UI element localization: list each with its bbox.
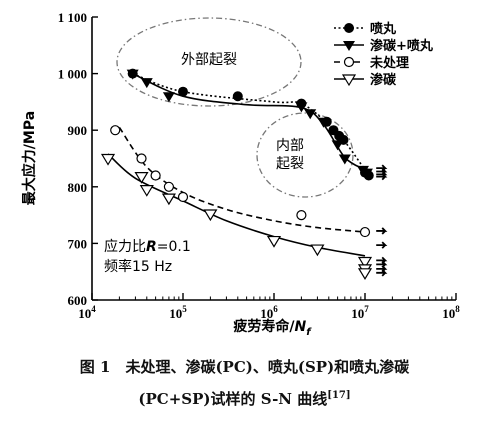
- inner-crack-ellipse: [256, 112, 354, 198]
- data-point-series-1: [317, 117, 330, 128]
- figure-caption-ref: [17]: [327, 390, 351, 401]
- data-point-series-2: [163, 181, 175, 192]
- data-point-series-2: [150, 170, 161, 181]
- data-point-series-3: [266, 235, 282, 248]
- data-point-series-3: [357, 256, 373, 269]
- runout-arrow-series-2: [376, 241, 388, 249]
- x-tick-label: 108: [442, 304, 460, 321]
- y-tick-label: 700: [68, 236, 88, 251]
- data-point-series-2: [110, 125, 121, 136]
- data-point-series-1: [162, 92, 175, 103]
- x-tick-label: 107: [351, 304, 369, 321]
- region-ellipses: [116, 17, 354, 198]
- data-point-series-1: [140, 78, 153, 89]
- x-tick-label: 104: [78, 304, 96, 321]
- legend-marker: [343, 56, 355, 68]
- legend-label: 渗碳+喷丸: [370, 38, 434, 54]
- data-point-series-1: [304, 109, 317, 120]
- data-point-series-1: [331, 140, 344, 151]
- data-point-series-1: [295, 102, 308, 113]
- y-tick-label: 1 000: [58, 67, 87, 82]
- legend-marker: [343, 41, 355, 51]
- figure-caption-line2: (PC+SP)试样的 S-N 曲线[17]: [0, 388, 489, 409]
- inner-crack-label-1: 内部: [276, 138, 304, 154]
- frequency-label: 频率15 Hz: [104, 258, 172, 275]
- data-point-series-3: [161, 193, 176, 206]
- data-point-series-2: [359, 226, 371, 238]
- y-axis-title: 最大应力/MPa: [21, 111, 38, 205]
- y-tick-label: 600: [68, 293, 88, 308]
- legend-label: 喷丸: [370, 21, 397, 37]
- legend-label: 未处理: [369, 55, 409, 71]
- y-tick-label: 800: [68, 180, 88, 195]
- data-point-series-3: [357, 268, 373, 280]
- runout-arrow-series-1: [376, 167, 388, 176]
- inner-crack-label-2: 起裂: [276, 156, 304, 172]
- x-tick-label: 105: [169, 304, 187, 321]
- runout-arrow-series-3: [376, 269, 388, 277]
- stress-ratio-label: 应力比R=0.1: [104, 238, 191, 255]
- figure-caption-text: (PC+SP)试样的 S-N 曲线: [138, 390, 328, 408]
- data-point-series-3: [310, 244, 325, 257]
- data-point-series-2: [296, 210, 307, 221]
- data-point-series-0: [178, 86, 188, 97]
- data-point-series-3: [134, 172, 149, 184]
- data-point-series-1: [126, 69, 139, 80]
- data-markers: [100, 68, 388, 280]
- data-point-series-2: [177, 191, 189, 203]
- figure-caption-line1: 图 1 未处理、渗碳(PC)、喷丸(SP)和喷丸渗碳: [79, 358, 410, 376]
- y-tick-label: 1 100: [58, 10, 87, 25]
- x-axis-title: 疲劳寿命/Nf: [233, 318, 312, 338]
- data-point-series-1: [360, 168, 373, 179]
- legend-marker: [341, 74, 357, 87]
- fit-line-series-2: [118, 126, 366, 233]
- data-point-series-2: [136, 153, 147, 164]
- legend-label: 渗碳: [370, 72, 397, 88]
- data-point-series-3: [139, 185, 154, 197]
- y-tick-label: 900: [68, 123, 88, 138]
- legend-marker: [344, 23, 354, 33]
- runout-arrow-series-2: [376, 227, 388, 235]
- data-point-series-1: [338, 154, 351, 165]
- outer-crack-label: 外部起裂: [181, 52, 237, 68]
- data-point-series-3: [203, 209, 218, 222]
- data-point-series-0: [232, 91, 243, 102]
- outer-crack-ellipse: [116, 17, 302, 107]
- data-point-series-3: [100, 153, 116, 166]
